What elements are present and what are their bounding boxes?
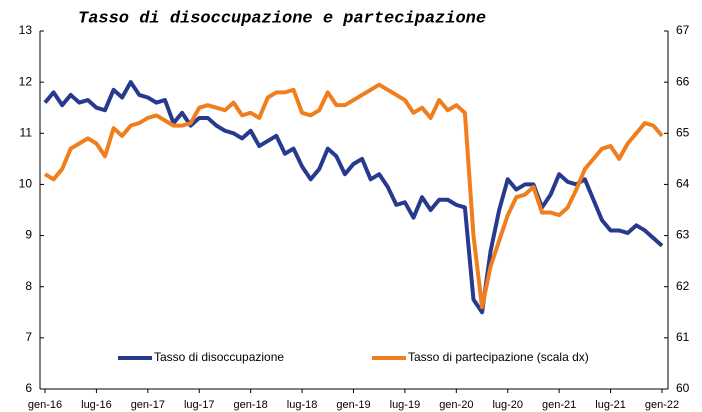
x-tick-label: gen-18	[234, 399, 268, 411]
y2-tick-label: 66	[676, 74, 690, 88]
y2-tick-label: 63	[676, 228, 690, 242]
x-tick-label: gen-21	[542, 399, 576, 411]
series-line	[43, 80, 664, 315]
y-tick-label: 9	[25, 228, 32, 242]
chart-title: Tasso di disoccupazione e partecipazione	[78, 9, 486, 28]
x-tick-label: gen-19	[336, 399, 370, 411]
y2-tick-label: 67	[676, 23, 690, 37]
y-tick-label: 12	[19, 74, 33, 88]
x-tick-label: gen-22	[645, 399, 679, 411]
y2-tick-label: 64	[676, 177, 690, 191]
x-tick-label: gen-17	[131, 399, 165, 411]
legend-label: Tasso di partecipazione (scala dx)	[408, 350, 589, 364]
y-tick-label: 6	[25, 381, 32, 395]
y-tick-label: 13	[19, 23, 33, 37]
x-tick-label: lug-16	[81, 399, 112, 411]
x-tick-label: lug-18	[287, 399, 318, 411]
y2-tick-label: 60	[676, 381, 690, 395]
x-tick-label: gen-16	[28, 399, 62, 411]
x-tick-label: lug-17	[184, 399, 215, 411]
x-tick-label: gen-20	[439, 399, 473, 411]
x-tick-label: lug-19	[390, 399, 421, 411]
x-tick-label: lug-20	[492, 399, 523, 411]
y2-tick-label: 65	[676, 125, 690, 139]
y-tick-label: 11	[20, 125, 33, 139]
y-tick-label: 10	[19, 177, 33, 191]
y2-tick-label: 61	[676, 330, 690, 344]
y-tick-label: 8	[25, 279, 32, 293]
series-line	[43, 82, 664, 310]
y2-tick-label: 62	[676, 279, 690, 293]
x-tick-label: lug-21	[595, 399, 626, 411]
legend-label: Tasso di disoccupazione	[154, 350, 284, 364]
y-tick-label: 7	[25, 330, 32, 344]
